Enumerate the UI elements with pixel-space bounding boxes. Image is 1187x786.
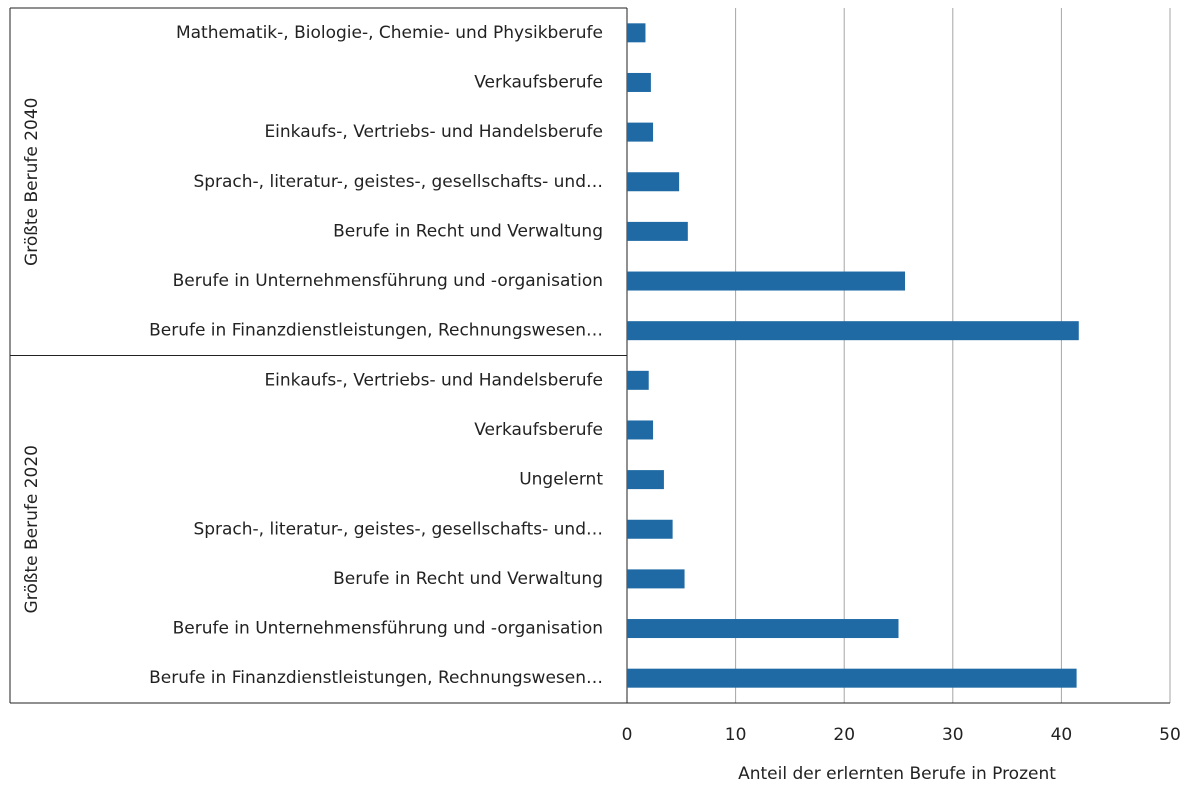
bar bbox=[627, 122, 654, 142]
y-tick-label: Berufe in Unternehmensführung und -organ… bbox=[173, 619, 603, 639]
y-tick-label: Mathematik-, Biologie-, Chemie- und Phys… bbox=[176, 23, 603, 43]
y-tick-label: Ungelernt bbox=[519, 470, 603, 490]
bar bbox=[627, 519, 673, 539]
bar bbox=[627, 569, 685, 589]
x-tick-label: 40 bbox=[1051, 725, 1073, 745]
x-tick-label: 0 bbox=[622, 725, 633, 745]
y-tick-label: Berufe in Recht und Verwaltung bbox=[333, 569, 603, 589]
x-tick-label: 10 bbox=[725, 725, 747, 745]
bar bbox=[627, 470, 664, 490]
y-tick-label: Berufe in Finanzdienstleistungen, Rechnu… bbox=[149, 321, 603, 341]
bar bbox=[627, 271, 906, 291]
x-tick-label: 50 bbox=[1159, 725, 1181, 745]
y-tick-label: Berufe in Unternehmensführung und -organ… bbox=[173, 271, 603, 291]
x-tick-label: 20 bbox=[833, 725, 855, 745]
x-axis-title: Anteil der erlernten Berufe in Prozent bbox=[738, 764, 1056, 784]
bar bbox=[627, 668, 1077, 688]
bar bbox=[627, 221, 688, 241]
bar bbox=[627, 420, 654, 440]
x-tick-label: 30 bbox=[942, 725, 964, 745]
y-tick-label: Verkaufsberufe bbox=[474, 72, 603, 92]
bar bbox=[627, 321, 1079, 341]
bar bbox=[627, 172, 680, 192]
y-tick-label: Sprach-, literatur-, geistes-, gesellsch… bbox=[193, 519, 603, 539]
y-tick-label: Einkaufs-, Vertriebs- und Handelsberufe bbox=[264, 122, 603, 142]
y-tick-label: Verkaufsberufe bbox=[474, 420, 603, 440]
bar bbox=[627, 72, 651, 92]
bar bbox=[627, 370, 649, 390]
group-label: Größte Berufe 2040 bbox=[22, 98, 42, 266]
y-tick-label: Einkaufs-, Vertriebs- und Handelsberufe bbox=[264, 370, 603, 390]
bar bbox=[627, 23, 646, 43]
y-tick-label: Berufe in Finanzdienstleistungen, Rechnu… bbox=[149, 668, 603, 688]
y-tick-label: Sprach-, literatur-, geistes-, gesellsch… bbox=[193, 172, 603, 192]
group-label: Größte Berufe 2020 bbox=[22, 445, 42, 613]
y-tick-label: Berufe in Recht und Verwaltung bbox=[333, 221, 603, 241]
bar bbox=[627, 619, 899, 639]
